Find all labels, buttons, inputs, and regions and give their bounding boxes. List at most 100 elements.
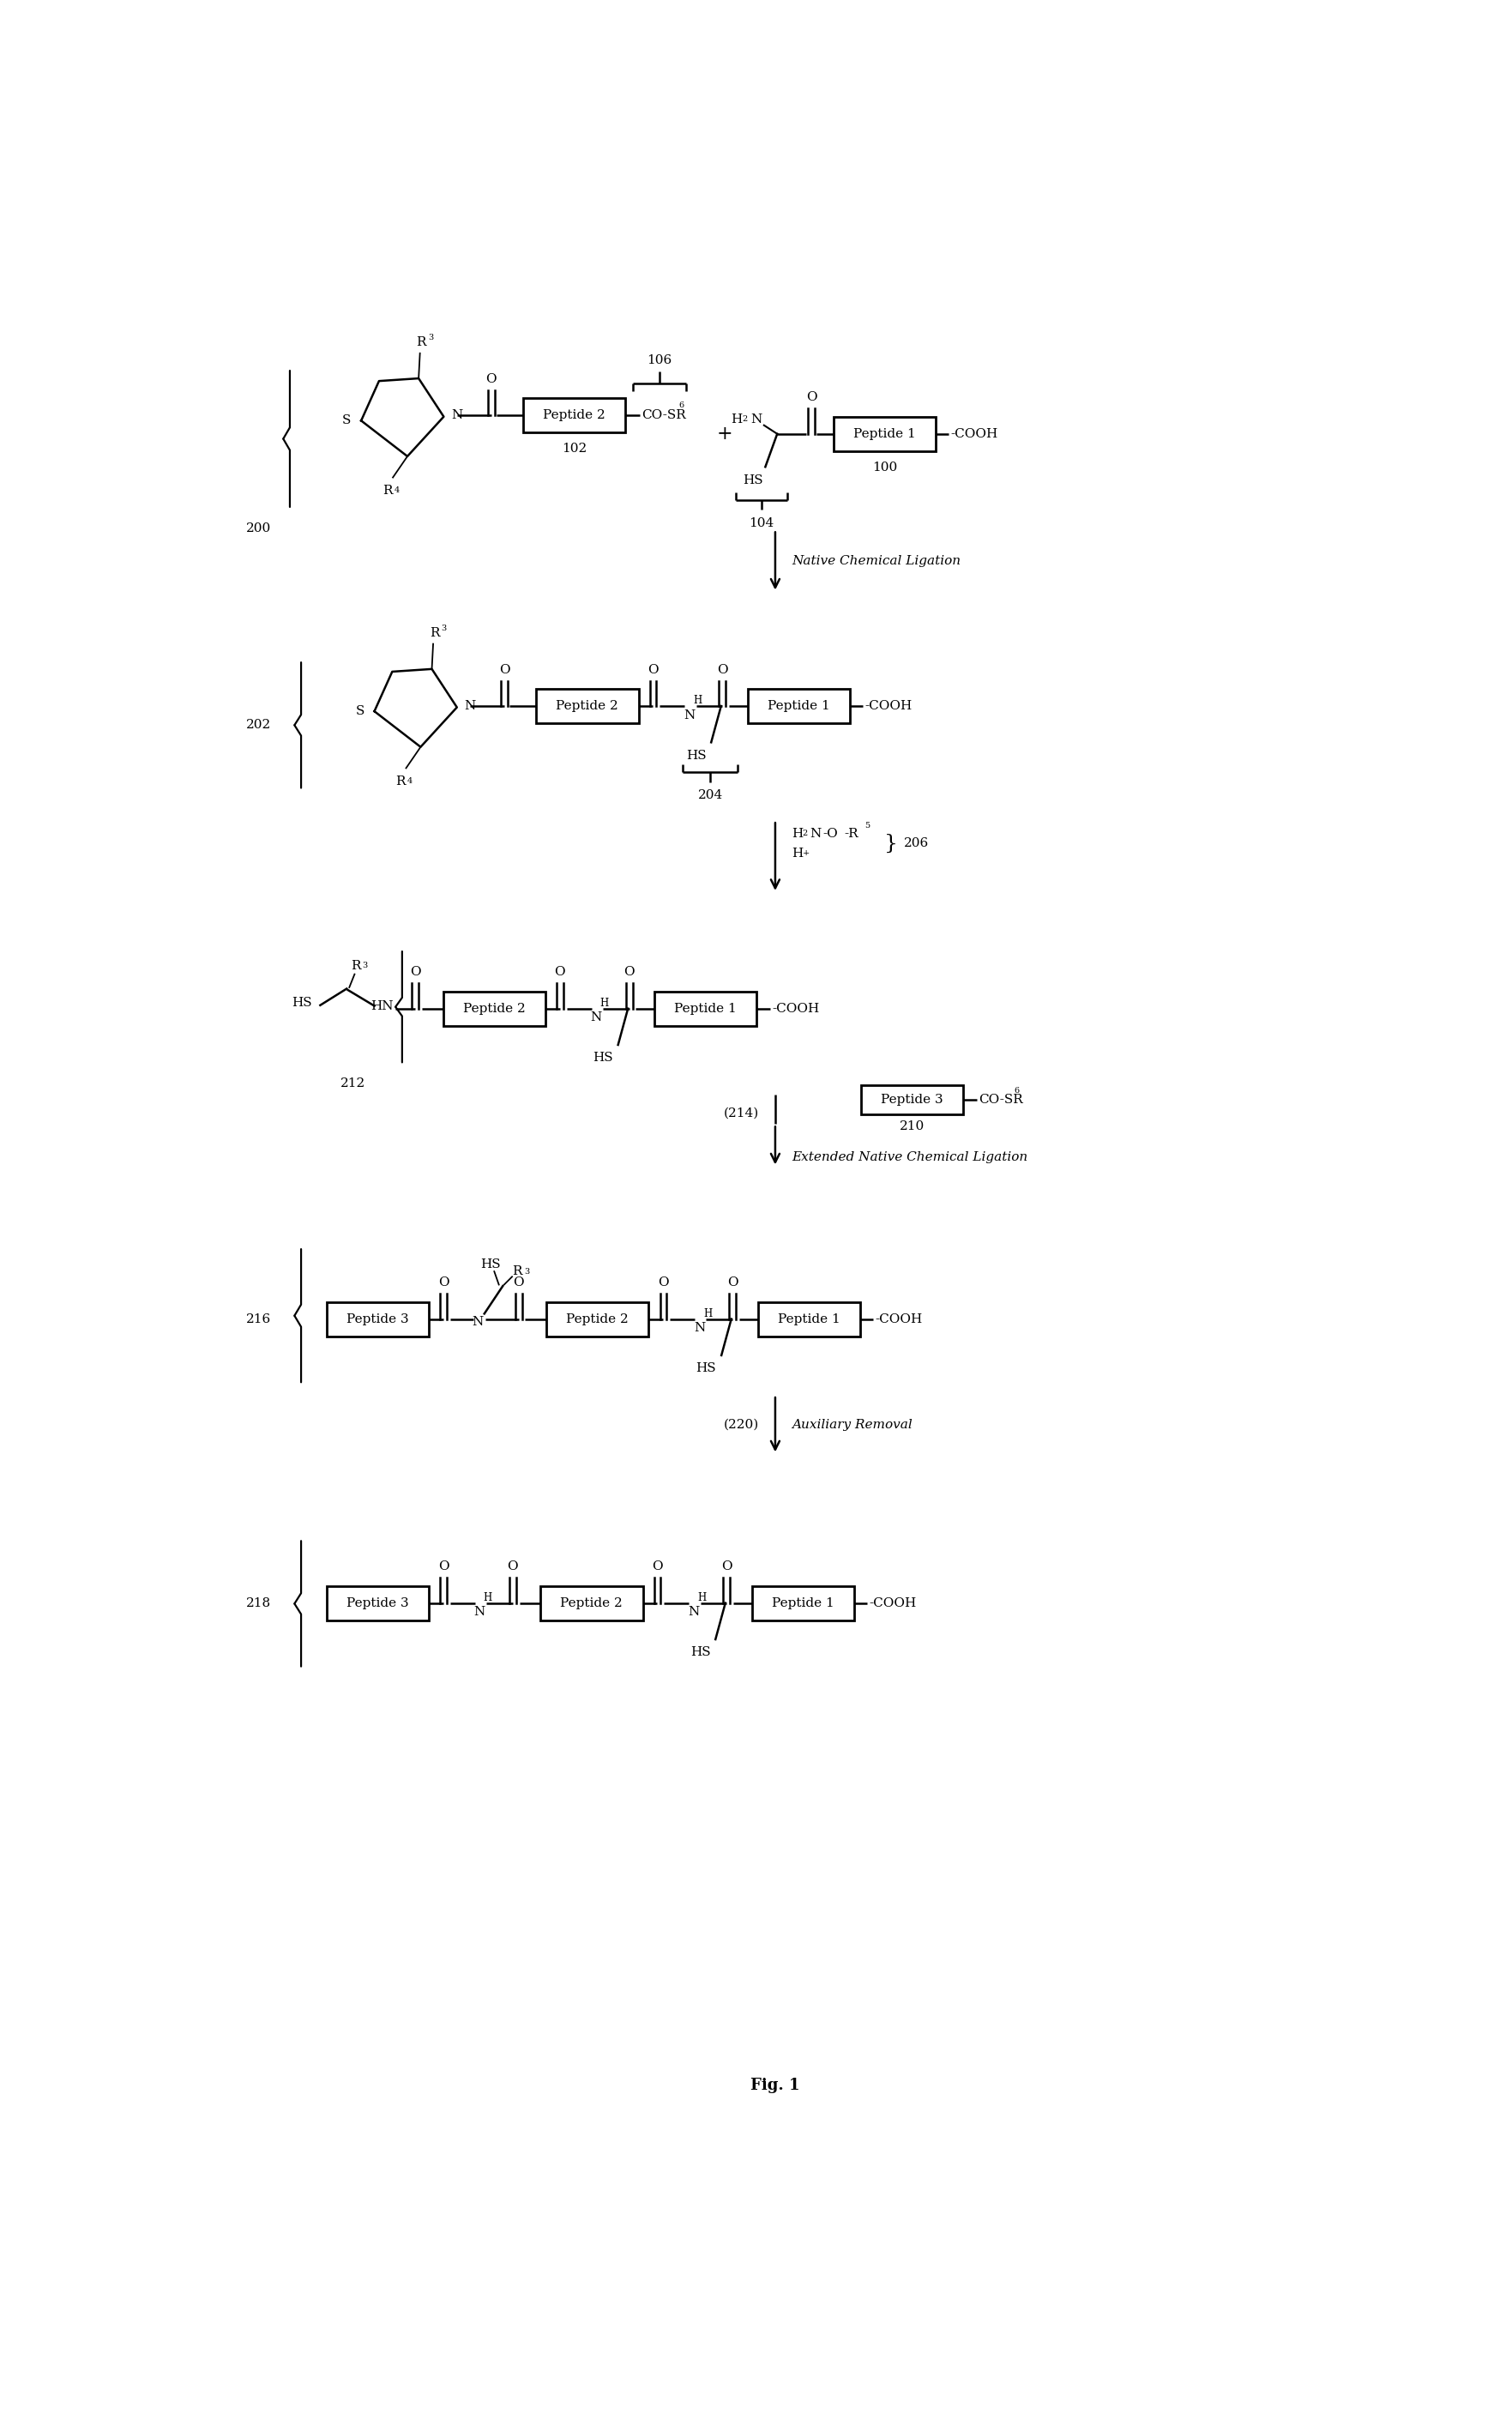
Text: HS: HS (742, 474, 764, 486)
Text: R: R (416, 336, 426, 348)
Text: -COOH: -COOH (865, 700, 912, 713)
Text: HS: HS (686, 749, 706, 761)
Text: -O: -O (823, 827, 838, 839)
Text: H: H (600, 997, 609, 1009)
Text: HS: HS (292, 997, 311, 1009)
Text: -COOH: -COOH (875, 1313, 922, 1325)
Text: 3: 3 (428, 333, 434, 340)
Text: H: H (792, 827, 803, 839)
Text: H: H (730, 413, 742, 426)
Text: Peptide 2: Peptide 2 (463, 1002, 526, 1014)
Text: 218: 218 (246, 1598, 271, 1610)
Text: O: O (658, 1277, 668, 1289)
Text: 6: 6 (1015, 1087, 1019, 1094)
Text: O: O (410, 966, 420, 978)
Text: S: S (342, 413, 351, 426)
Text: 3: 3 (363, 961, 367, 970)
Text: Fig. 1: Fig. 1 (750, 2077, 800, 2094)
Text: N: N (688, 1605, 700, 1617)
Text: N: N (694, 1323, 705, 1335)
FancyBboxPatch shape (327, 1301, 429, 1335)
Text: O: O (721, 1561, 732, 1574)
Text: 210: 210 (900, 1121, 925, 1133)
FancyBboxPatch shape (758, 1301, 860, 1335)
Text: Peptide 1: Peptide 1 (771, 1598, 835, 1610)
Text: 6: 6 (679, 401, 683, 409)
Text: O: O (438, 1277, 449, 1289)
FancyBboxPatch shape (327, 1586, 429, 1620)
Text: CO-SR: CO-SR (641, 409, 686, 421)
Text: O: O (624, 966, 635, 978)
Text: -COOH: -COOH (773, 1002, 820, 1014)
FancyBboxPatch shape (546, 1301, 649, 1335)
Text: 200: 200 (246, 523, 271, 535)
Text: HN: HN (370, 1000, 393, 1012)
FancyBboxPatch shape (747, 688, 850, 722)
Text: R: R (513, 1265, 522, 1277)
Text: 2: 2 (803, 829, 807, 837)
Text: Peptide 1: Peptide 1 (768, 700, 830, 713)
Text: O: O (513, 1277, 525, 1289)
Text: Auxiliary Removal: Auxiliary Removal (792, 1418, 912, 1430)
Text: Peptide 2: Peptide 2 (561, 1598, 623, 1610)
Text: (220): (220) (723, 1418, 759, 1430)
Text: 5: 5 (865, 822, 869, 829)
FancyBboxPatch shape (655, 992, 756, 1026)
Text: Extended Native Chemical Ligation: Extended Native Chemical Ligation (792, 1150, 1028, 1162)
Text: Native Chemical Ligation: Native Chemical Ligation (792, 554, 960, 567)
Text: Peptide 1: Peptide 1 (674, 1002, 736, 1014)
Text: 212: 212 (340, 1077, 366, 1090)
Text: H: H (697, 1593, 706, 1603)
Text: Peptide 2: Peptide 2 (567, 1313, 629, 1325)
Text: Peptide 3: Peptide 3 (881, 1094, 943, 1107)
Text: O: O (499, 664, 510, 676)
Text: 3: 3 (525, 1267, 529, 1274)
Text: }: } (885, 834, 898, 854)
Text: N: N (809, 827, 821, 839)
FancyBboxPatch shape (751, 1586, 854, 1620)
Text: 3: 3 (442, 625, 446, 632)
FancyBboxPatch shape (540, 1586, 643, 1620)
Text: Peptide 2: Peptide 2 (543, 409, 605, 421)
Text: Peptide 1: Peptide 1 (777, 1313, 841, 1325)
Text: 106: 106 (647, 355, 673, 367)
Text: Peptide 2: Peptide 2 (556, 700, 618, 713)
Text: 202: 202 (246, 717, 271, 730)
Text: HS: HS (593, 1053, 612, 1065)
Text: O: O (806, 392, 816, 404)
Text: O: O (485, 372, 496, 384)
Text: 4: 4 (395, 486, 399, 494)
FancyBboxPatch shape (833, 416, 936, 450)
Text: O: O (717, 664, 727, 676)
Text: Peptide 3: Peptide 3 (346, 1598, 408, 1610)
Text: H: H (484, 1593, 491, 1603)
Text: R: R (429, 627, 440, 640)
Text: O: O (647, 664, 658, 676)
Text: O: O (508, 1561, 519, 1574)
Text: N: N (475, 1605, 485, 1617)
Text: Peptide 3: Peptide 3 (346, 1313, 408, 1325)
Text: 100: 100 (872, 462, 897, 474)
Text: N: N (683, 710, 696, 722)
Text: R: R (351, 961, 361, 973)
FancyBboxPatch shape (537, 688, 638, 722)
Text: S: S (355, 705, 364, 717)
Text: 102: 102 (561, 443, 587, 455)
Text: HS: HS (689, 1646, 711, 1659)
Text: R: R (383, 484, 393, 496)
FancyBboxPatch shape (523, 399, 626, 433)
Text: O: O (438, 1561, 449, 1574)
Text: Peptide 1: Peptide 1 (853, 428, 916, 440)
Text: HS: HS (481, 1260, 500, 1272)
FancyBboxPatch shape (860, 1085, 963, 1114)
FancyBboxPatch shape (443, 992, 546, 1026)
Text: N: N (472, 1316, 484, 1328)
Text: CO-SR: CO-SR (978, 1094, 1024, 1107)
Text: -COOH: -COOH (951, 428, 998, 440)
Text: R: R (396, 776, 405, 788)
Text: +: + (803, 849, 809, 856)
Text: 216: 216 (246, 1313, 271, 1325)
Text: 2: 2 (742, 416, 747, 423)
Text: 104: 104 (748, 518, 774, 530)
Text: 4: 4 (407, 778, 413, 786)
